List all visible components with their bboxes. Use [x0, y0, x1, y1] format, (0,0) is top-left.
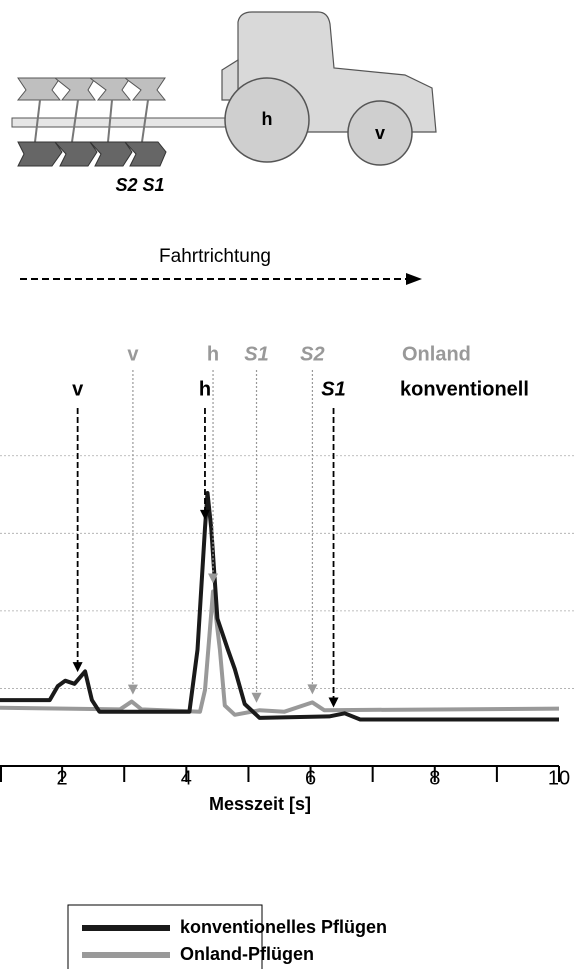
marker-label: h	[199, 378, 211, 400]
x-tick-label: 6	[305, 767, 316, 789]
front-wheel	[347, 100, 413, 166]
marker-label: v	[72, 378, 84, 400]
marker-arrowhead	[328, 697, 339, 708]
rear-wheel-label: h	[262, 109, 273, 129]
legend-label: Onland-Pflügen	[180, 944, 314, 964]
marker-label: S1	[244, 343, 268, 365]
x-tick-label: 8	[429, 767, 440, 789]
diagram: h v S2 S1 Fahrtrichtung	[11, 11, 437, 285]
direction-arrowhead	[406, 273, 422, 285]
marker-arrowhead	[72, 662, 83, 673]
lower-shares	[17, 141, 167, 167]
x-tick-label: 2	[57, 767, 68, 789]
x-tick-label: 4	[181, 767, 192, 789]
marker-label: h	[207, 343, 219, 365]
legend-box	[67, 904, 263, 969]
marker-label: v	[127, 343, 139, 365]
marker-arrowhead	[307, 684, 318, 695]
marker-arrowhead	[127, 684, 138, 695]
series-line	[0, 491, 559, 722]
marker-group-label: konventionell	[400, 378, 529, 400]
x-axis-title: Messzeit [s]	[209, 794, 311, 814]
front-wheel-label: v	[375, 123, 385, 143]
direction-label: Fahrtrichtung	[159, 246, 271, 267]
series-line	[0, 589, 560, 717]
upper-shares	[16, 77, 167, 101]
rear-wheel	[224, 77, 310, 163]
marker-arrowhead	[251, 692, 262, 703]
drawbar	[11, 117, 235, 128]
shares-label: S2 S1	[115, 175, 164, 195]
marker-group-label: Onland	[402, 343, 471, 365]
marker-arrowhead	[208, 573, 219, 584]
marker-arrowhead	[199, 509, 210, 520]
marker-label: S2	[300, 343, 324, 365]
legend-label: konventionelles Pflügen	[180, 917, 387, 937]
x-tick-label: 10	[548, 767, 570, 789]
marker-label: S1	[321, 378, 345, 400]
share-legs	[34, 99, 149, 143]
